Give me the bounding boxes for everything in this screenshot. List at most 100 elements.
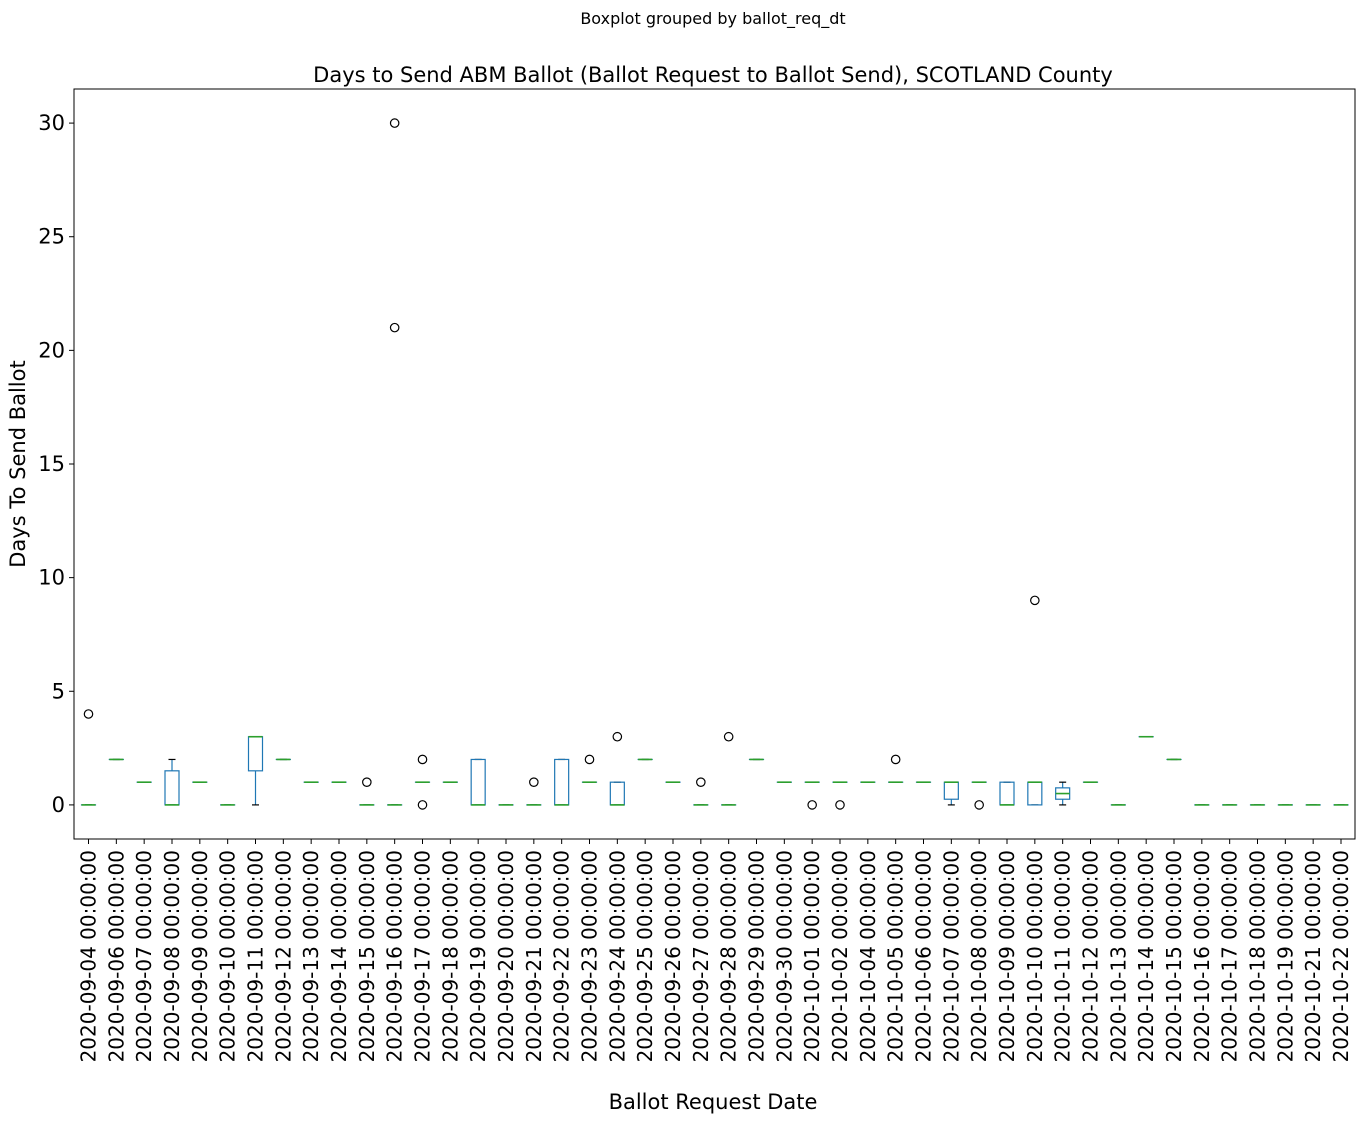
outlier-point bbox=[390, 119, 398, 127]
outlier-point bbox=[724, 733, 732, 741]
box-group bbox=[1056, 782, 1070, 805]
x-tick-label: 2020-09-10 00:00:00 bbox=[216, 850, 240, 1062]
x-tick-label: 2020-09-13 00:00:00 bbox=[299, 850, 323, 1062]
x-tick-label: 2020-09-15 00:00:00 bbox=[355, 850, 379, 1062]
box-iqr bbox=[1028, 782, 1042, 805]
x-tick-label: 2020-10-18 00:00:00 bbox=[1246, 850, 1270, 1062]
x-tick-label: 2020-10-04 00:00:00 bbox=[856, 850, 880, 1062]
box-group bbox=[722, 733, 736, 805]
outlier-point bbox=[418, 755, 426, 763]
y-tick-label: 20 bbox=[38, 338, 65, 362]
outlier-point bbox=[1031, 596, 1039, 604]
box-iqr bbox=[165, 771, 179, 805]
x-tick-label: 2020-09-21 00:00:00 bbox=[522, 850, 546, 1062]
box-group bbox=[610, 733, 624, 805]
y-axis-label: Days To Send Ballot bbox=[6, 360, 30, 567]
x-tick-label: 2020-10-01 00:00:00 bbox=[800, 850, 824, 1062]
x-tick-label: 2020-10-12 00:00:00 bbox=[1079, 850, 1103, 1062]
x-tick-label: 2020-09-11 00:00:00 bbox=[244, 850, 268, 1062]
box-iqr bbox=[944, 782, 958, 799]
axes-frame bbox=[74, 89, 1355, 839]
x-tick-label: 2020-09-30 00:00:00 bbox=[772, 850, 796, 1062]
box-group bbox=[1028, 596, 1042, 805]
x-axis-label: Ballot Request Date bbox=[609, 1090, 818, 1114]
x-tick-label: 2020-09-04 00:00:00 bbox=[77, 850, 101, 1062]
box-iqr bbox=[555, 759, 569, 804]
outlier-point bbox=[530, 778, 538, 786]
x-tick-label: 2020-10-05 00:00:00 bbox=[884, 850, 908, 1062]
box-group bbox=[944, 782, 958, 805]
box-iqr bbox=[610, 782, 624, 805]
x-tick-label: 2020-10-14 00:00:00 bbox=[1134, 850, 1158, 1062]
box-group bbox=[833, 782, 847, 809]
box-group bbox=[82, 710, 96, 805]
outlier-point bbox=[390, 323, 398, 331]
x-tick-label: 2020-09-19 00:00:00 bbox=[466, 850, 490, 1062]
x-tick-label: 2020-09-20 00:00:00 bbox=[494, 850, 518, 1062]
x-tick-label: 2020-10-22 00:00:00 bbox=[1329, 850, 1353, 1062]
box-group bbox=[583, 755, 597, 782]
chart-title: Days to Send ABM Ballot (Ballot Request … bbox=[313, 63, 1113, 87]
x-tick-label: 2020-10-08 00:00:00 bbox=[967, 850, 991, 1062]
x-tick-label: 2020-09-16 00:00:00 bbox=[383, 850, 407, 1062]
box-group bbox=[889, 755, 903, 782]
y-tick-label: 15 bbox=[38, 452, 65, 476]
box-group bbox=[471, 759, 485, 804]
y-tick-label: 25 bbox=[38, 225, 65, 249]
outlier-point bbox=[808, 801, 816, 809]
box-iqr bbox=[471, 759, 485, 804]
outlier-point bbox=[585, 755, 593, 763]
x-tick-label: 2020-09-28 00:00:00 bbox=[717, 850, 741, 1062]
x-tick-label: 2020-09-23 00:00:00 bbox=[578, 850, 602, 1062]
outlier-point bbox=[697, 778, 705, 786]
box-group bbox=[694, 778, 708, 805]
x-tick-label: 2020-09-17 00:00:00 bbox=[411, 850, 435, 1062]
x-tick-label: 2020-09-06 00:00:00 bbox=[104, 850, 128, 1062]
outlier-point bbox=[418, 801, 426, 809]
x-tick-label: 2020-09-27 00:00:00 bbox=[689, 850, 713, 1062]
x-tick-label: 2020-09-07 00:00:00 bbox=[132, 850, 156, 1062]
outlier-point bbox=[836, 801, 844, 809]
outlier-point bbox=[613, 733, 621, 741]
box-group bbox=[388, 119, 402, 805]
x-tick-label: 2020-10-10 00:00:00 bbox=[1023, 850, 1047, 1062]
x-tick-label: 2020-09-12 00:00:00 bbox=[271, 850, 295, 1062]
box-group bbox=[249, 737, 263, 805]
outlier-point bbox=[363, 778, 371, 786]
x-tick-label: 2020-09-26 00:00:00 bbox=[661, 850, 685, 1062]
box-iqr bbox=[249, 737, 263, 771]
x-tick-label: 2020-09-09 00:00:00 bbox=[188, 850, 212, 1062]
box-group bbox=[972, 782, 986, 809]
outlier-point bbox=[891, 755, 899, 763]
box-group bbox=[1000, 782, 1014, 805]
plot-area bbox=[82, 119, 1349, 809]
x-tick-label: 2020-10-06 00:00:00 bbox=[912, 850, 936, 1062]
box-group bbox=[165, 759, 179, 804]
box-iqr bbox=[1000, 782, 1014, 805]
x-tick-label: 2020-10-09 00:00:00 bbox=[995, 850, 1019, 1062]
box-group bbox=[805, 782, 819, 809]
x-tick-label: 2020-10-07 00:00:00 bbox=[939, 850, 963, 1062]
x-tick-label: 2020-10-16 00:00:00 bbox=[1190, 850, 1214, 1062]
box-group bbox=[527, 778, 541, 805]
x-tick-label: 2020-10-02 00:00:00 bbox=[828, 850, 852, 1062]
x-tick-label: 2020-10-19 00:00:00 bbox=[1273, 850, 1297, 1062]
x-tick-label: 2020-10-15 00:00:00 bbox=[1162, 850, 1186, 1062]
y-tick-label: 5 bbox=[52, 679, 65, 703]
box-group bbox=[360, 778, 374, 805]
box-group bbox=[555, 759, 569, 804]
outlier-point bbox=[84, 710, 92, 718]
x-tick-label: 2020-09-25 00:00:00 bbox=[633, 850, 657, 1062]
y-tick-label: 10 bbox=[38, 566, 65, 590]
x-tick-label: 2020-09-08 00:00:00 bbox=[160, 850, 184, 1062]
x-tick-label: 2020-10-13 00:00:00 bbox=[1106, 850, 1130, 1062]
x-tick-label: 2020-10-11 00:00:00 bbox=[1051, 850, 1075, 1062]
x-tick-label: 2020-10-17 00:00:00 bbox=[1218, 850, 1242, 1062]
y-tick-label: 30 bbox=[38, 111, 65, 135]
outlier-point bbox=[975, 801, 983, 809]
x-tick-label: 2020-09-14 00:00:00 bbox=[327, 850, 351, 1062]
figure-suptitle: Boxplot grouped by ballot_req_dt bbox=[580, 9, 845, 29]
